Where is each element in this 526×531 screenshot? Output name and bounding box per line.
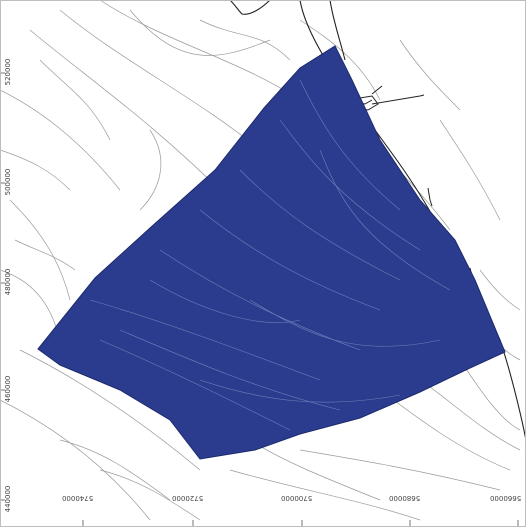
survey-area-contours	[89, 79, 451, 431]
y-axis-label-480000: 480000	[4, 268, 12, 296]
survey-area-polygon[interactable]	[37, 45, 506, 460]
y-axis-label-500000: 500000	[4, 168, 12, 196]
y-axis-label-460000: 460000	[4, 375, 12, 403]
x-axis-label-5700000: 5700000	[281, 494, 313, 502]
x-axis-label-5680000: 5680000	[389, 494, 421, 502]
x-axis-label-5660000: 5660000	[490, 494, 522, 502]
y-axis-label-520000: 520000	[4, 58, 12, 86]
y-axis-label-440000: 440000	[4, 485, 12, 513]
x-axis-label-5740000: 5740000	[62, 494, 94, 502]
x-axis-label-5720000: 5720000	[172, 494, 204, 502]
